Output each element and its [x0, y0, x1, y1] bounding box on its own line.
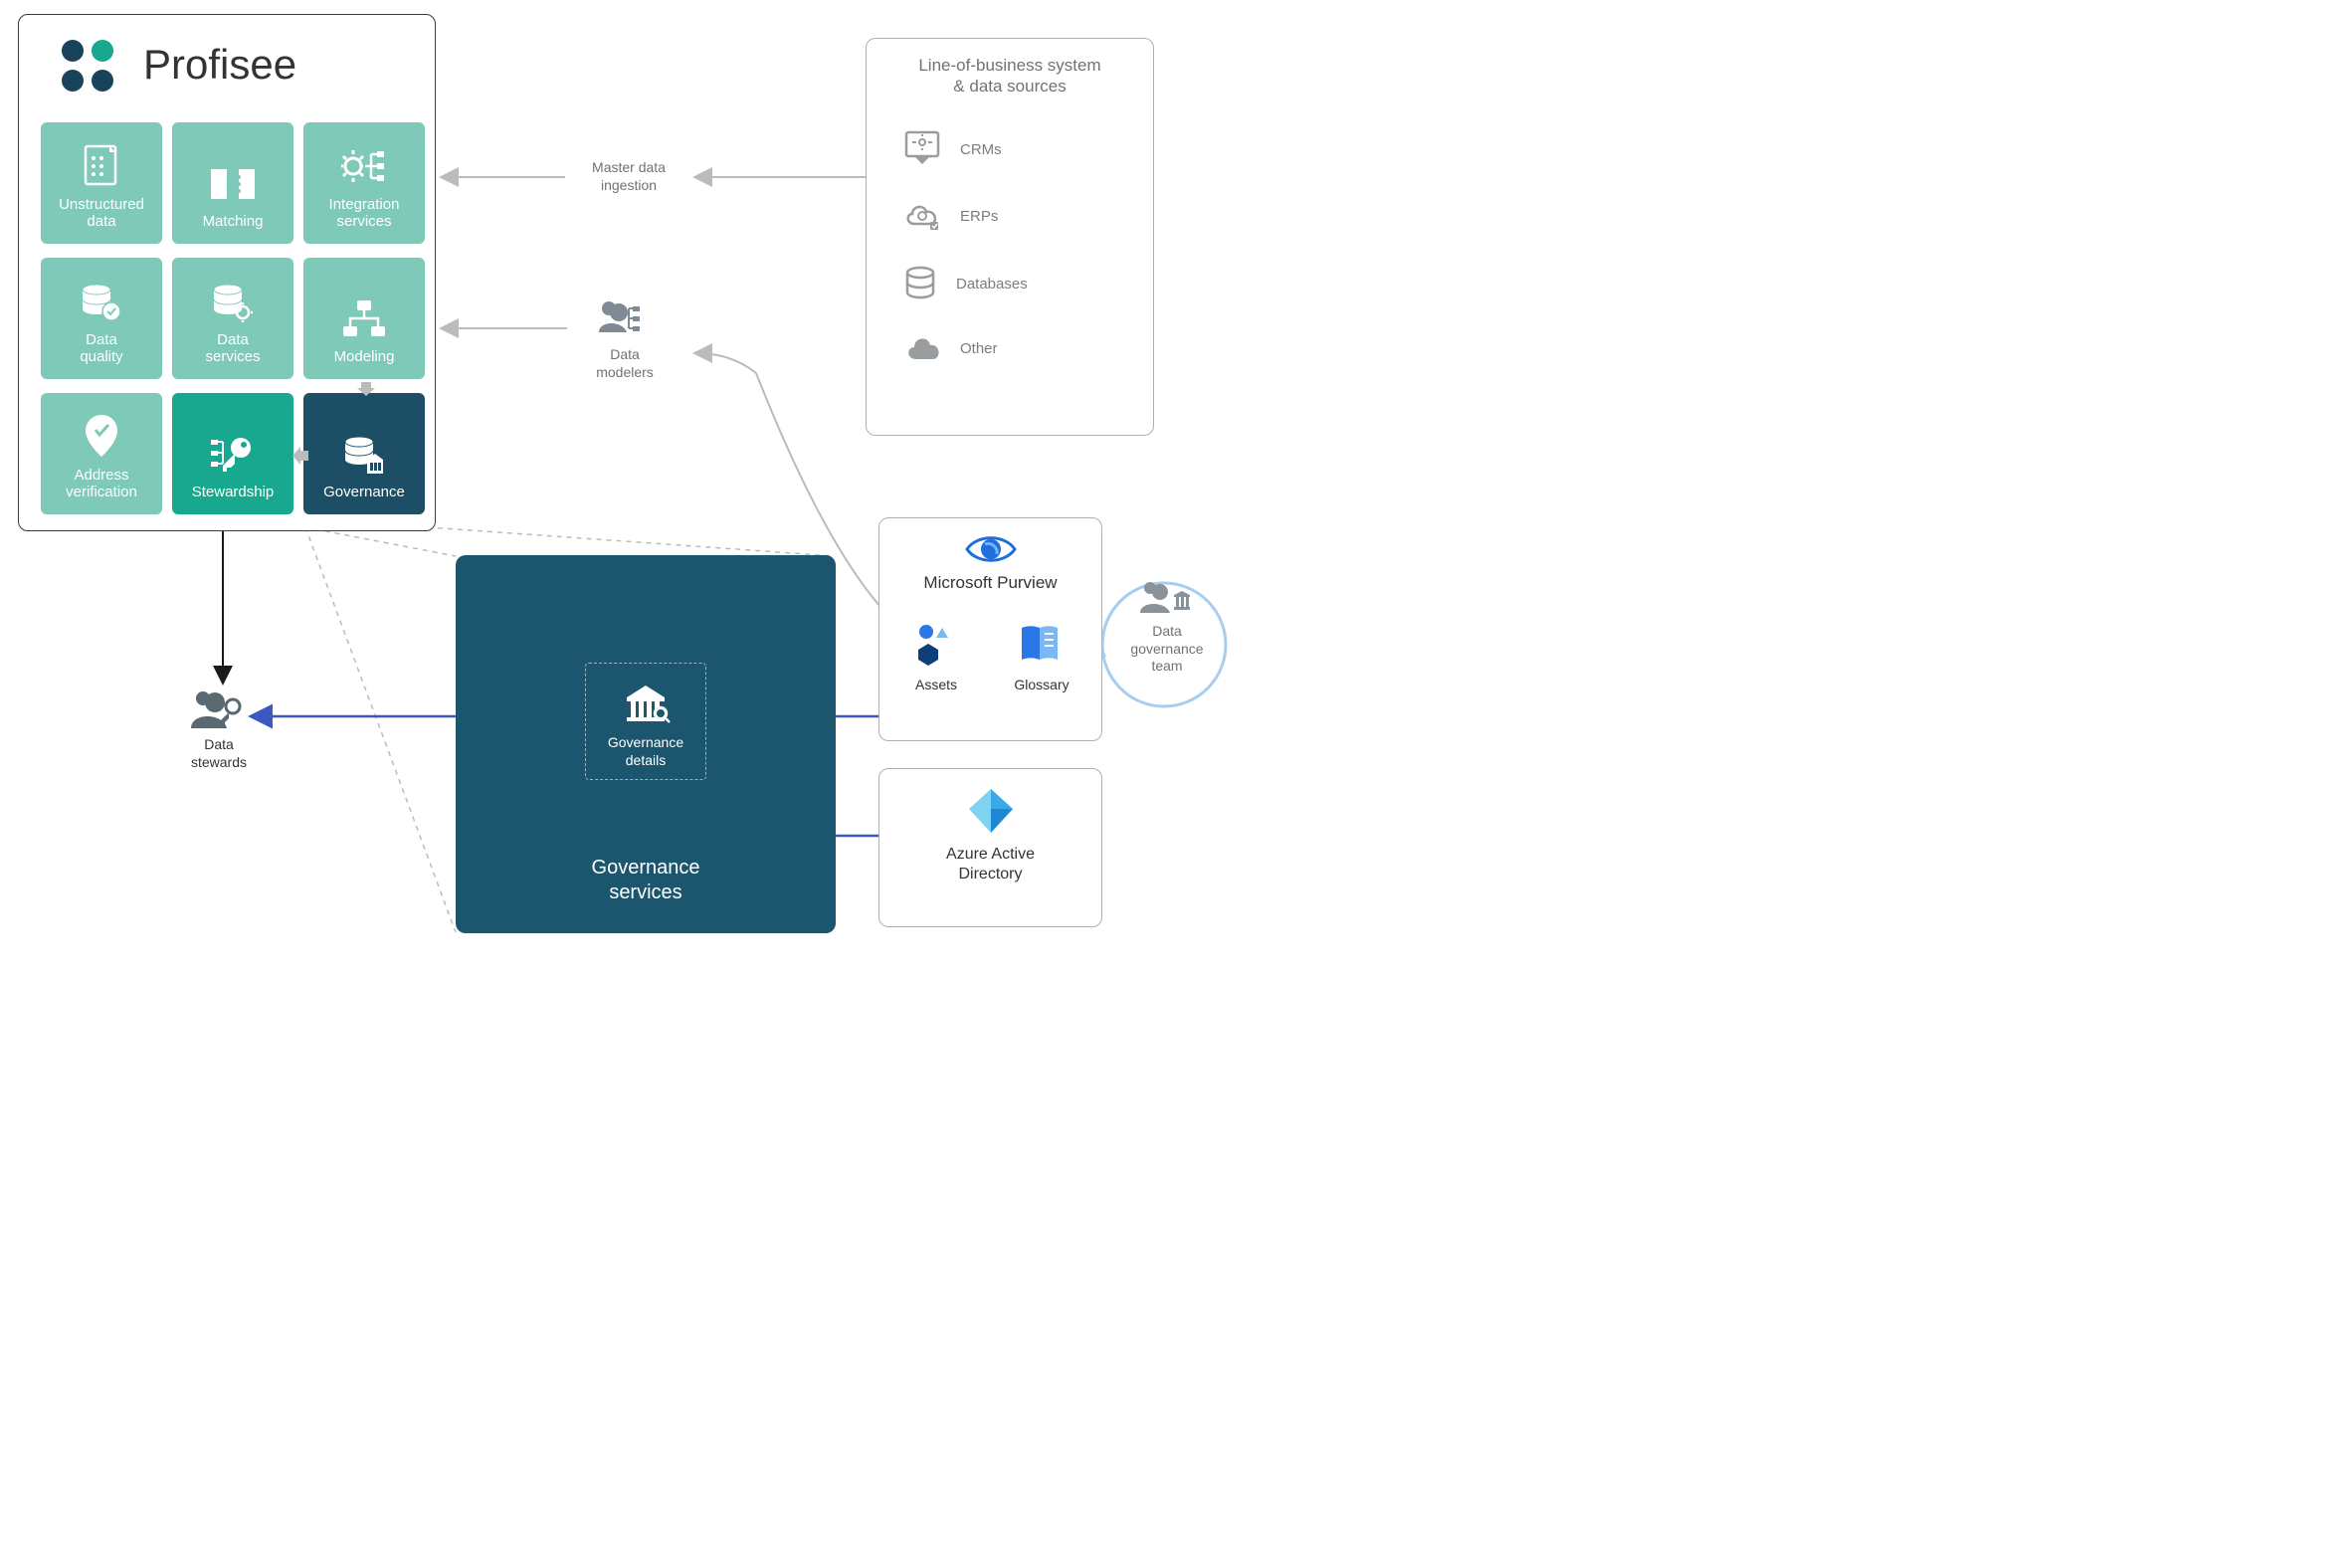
- profisee-title: Profisee: [143, 39, 402, 92]
- book-icon: [1018, 622, 1066, 666]
- gear-tree-icon: [341, 146, 387, 188]
- tile-label: Data quality: [80, 331, 122, 366]
- purview-title: Microsoft Purview: [879, 572, 1101, 593]
- label-data-stewards: Data stewards: [179, 736, 259, 771]
- architecture-diagram: Profisee Unstructured data Matching Inte…: [0, 0, 1343, 955]
- azure-ad-title: Azure Active Directory: [879, 845, 1101, 884]
- purview-assets: Assets: [901, 622, 971, 692]
- tile-governance: Governance: [303, 393, 425, 514]
- azure-diamond-icon: [965, 787, 1017, 835]
- arrow-left-icon: [292, 447, 308, 465]
- label-data-modelers: Data modelers: [585, 346, 665, 381]
- purview-box: Microsoft Purview Assets Glossary: [878, 517, 1102, 741]
- tile-label: Address verification: [66, 467, 137, 501]
- lob-item-label: Other: [960, 340, 998, 357]
- tile-label: Stewardship: [192, 484, 275, 500]
- pin-check-icon: [82, 413, 121, 459]
- lob-item-other: Other: [902, 333, 998, 363]
- tile-integration-services: Integration services: [303, 122, 425, 244]
- purview-eye-icon: [963, 530, 1019, 568]
- tile-unstructured-data: Unstructured data: [41, 122, 162, 244]
- lob-item-label: ERPs: [960, 208, 998, 225]
- purview-assets-label: Assets: [901, 677, 971, 692]
- tile-stewardship: Stewardship: [172, 393, 293, 514]
- key-tree-icon: [209, 434, 257, 476]
- tile-address-verification: Address verification: [41, 393, 162, 514]
- tile-matching: Matching: [172, 122, 293, 244]
- lob-item-label: CRMs: [960, 141, 1002, 158]
- tile-data-quality: Data quality: [41, 258, 162, 379]
- lob-item-databases: Databases: [902, 266, 1028, 301]
- tile-modeling: Modeling: [303, 258, 425, 379]
- gov-details-label: Governance details: [598, 734, 693, 769]
- tile-label: Unstructured data: [59, 196, 144, 231]
- db-building-icon: [341, 434, 387, 476]
- building-search-icon: [621, 680, 671, 723]
- governance-services-panel: Governance details Governance services: [456, 555, 836, 933]
- tile-label: Matching: [203, 213, 264, 230]
- hierarchy-icon: [341, 298, 387, 340]
- lob-item-crms: CRMs: [902, 130, 1002, 168]
- cloud-gear-icon: [902, 198, 942, 234]
- crm-funnel-icon: [902, 130, 942, 168]
- lob-item-label: Databases: [956, 276, 1028, 293]
- governance-details-box: Governance details: [585, 663, 706, 780]
- azure-ad-box: Azure Active Directory: [878, 768, 1102, 927]
- tile-data-services: Data services: [172, 258, 293, 379]
- db-check-icon: [79, 282, 124, 323]
- tile-label: Integration services: [329, 196, 400, 231]
- matching-icon: [209, 165, 257, 205]
- people-key-icon: [187, 688, 247, 734]
- cloud-icon: [902, 333, 942, 363]
- purview-glossary: Glossary: [1007, 622, 1076, 692]
- assets-icon: [914, 622, 958, 666]
- tile-label: Governance: [323, 484, 405, 500]
- db-gear-icon: [210, 282, 256, 323]
- lob-title: Line-of-business system & data sources: [867, 55, 1153, 98]
- people-building-icon: [1136, 579, 1192, 619]
- profisee-logo-icon: [59, 37, 124, 95]
- lob-box: Line-of-business system & data sources C…: [866, 38, 1154, 436]
- gov-services-title: Governance services: [456, 856, 836, 905]
- lob-item-erps: ERPs: [902, 198, 998, 234]
- database-icon: [902, 266, 938, 301]
- purview-glossary-label: Glossary: [1007, 677, 1076, 692]
- label-master-data-ingestion: Master data ingestion: [569, 159, 688, 194]
- file-grid-icon: [80, 144, 123, 188]
- tile-label: Modeling: [334, 348, 395, 365]
- tile-label: Data services: [205, 331, 260, 366]
- label-gov-team: Data governance team: [1122, 623, 1212, 676]
- arrow-down-icon: [357, 382, 375, 398]
- people-tree-icon: [595, 298, 651, 342]
- profisee-box: Profisee Unstructured data Matching Inte…: [18, 14, 436, 531]
